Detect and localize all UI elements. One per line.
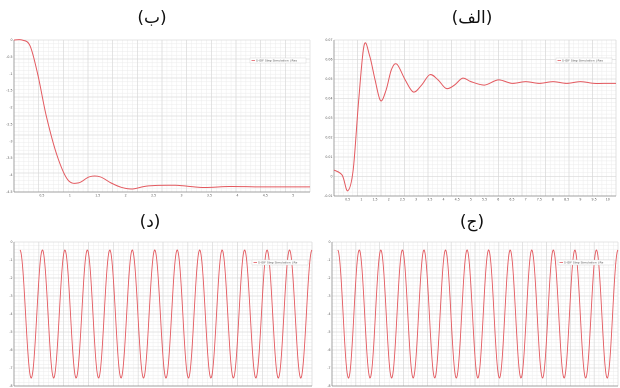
x-tick-label: 1 [360, 198, 362, 202]
y-tick-label: 0.05 [325, 77, 332, 81]
x-tick-label: 2.5 [151, 194, 156, 198]
x-tick-label: 5 [470, 198, 472, 202]
y-tick-label: -7 [327, 366, 330, 370]
legend-label: S-IDF Step Simulation | Re [564, 261, 603, 265]
y-tick-label: 0 [328, 240, 330, 244]
y-tick-label: 0.02 [325, 136, 332, 140]
series-line [19, 249, 313, 379]
x-tick-label: 3 [415, 198, 417, 202]
y-tick-label: -4 [9, 173, 12, 177]
y-tick-label: -2.5 [6, 122, 12, 126]
y-tick-label: 0 [330, 175, 332, 179]
x-tick-label: 3.5 [427, 198, 432, 202]
y-tick-label: -8 [9, 384, 12, 388]
grid [333, 39, 617, 197]
x-tick-label: 9 [579, 198, 581, 202]
legend: S-IDF Step Simulation | Res [555, 57, 613, 64]
x-tick-label: 7 [525, 198, 527, 202]
chart-panel-alef: 0.07 0.06 0.05 0.04 0.03 0.02 0.01 0 -0.01 0.5 1 1.… [324, 38, 617, 202]
x-tick-label: 8 [552, 198, 554, 202]
legend: S-IDF Step Simulation | Re [251, 259, 309, 266]
series-line [337, 249, 619, 379]
legend-label: S-IDF Step Simulation | Res [562, 59, 603, 63]
y-tick-label: -3.5 [6, 156, 12, 160]
chart-panel-be: 0 -0.5 -1 -1.5 -2 -2.5 -3 -3.5 -4 -4.5 0.5 1 1.5 2 2.5… [6, 38, 311, 198]
y-tick-label: -2 [327, 276, 330, 280]
x-tick-label: 2 [125, 194, 127, 198]
y-tick-label: -0.01 [324, 194, 332, 198]
x-tick-label: 7.5 [537, 198, 542, 202]
y-tick-label: -6 [327, 348, 330, 352]
y-tick-label: -6 [9, 348, 12, 352]
chart-panel-jim: 0 -1 -2 -3 -4 -5 -6 -7 -8 S-IDF Step Simulation |… [327, 240, 619, 388]
y-tick-label: -2 [9, 106, 12, 110]
y-tick-label: -0.5 [6, 55, 12, 59]
y-tick-label: -3 [327, 294, 330, 298]
y-tick-label: -1 [9, 258, 12, 262]
x-tick-label: 10 [606, 198, 610, 202]
caption-dal: (د) [139, 212, 161, 232]
x-tick-label: 4 [236, 194, 238, 198]
x-tick-label: 1 [69, 194, 71, 198]
y-tick-label: -4 [327, 312, 330, 316]
y-tick-label: -2 [9, 276, 12, 280]
grid [13, 241, 313, 387]
x-tick-label: 6.5 [509, 198, 514, 202]
y-tick-label: -8 [327, 384, 330, 388]
chart-panel-dal: 0 -1 -2 -3 -4 -5 -6 -7 -8 S-IDF Step Simulation |… [9, 240, 313, 388]
x-tick-label: 1.5 [373, 198, 378, 202]
x-tick-label: 1.5 [95, 194, 100, 198]
x-tick-label: 4 [442, 198, 444, 202]
x-tick-label: 5.5 [482, 198, 487, 202]
series-line [13, 39, 310, 190]
x-tick-label: 6 [497, 198, 499, 202]
x-tick-label: 5 [292, 194, 294, 198]
y-tick-label: 0.03 [325, 116, 332, 120]
legend-label: S-IDF Step Simulation | Re [258, 261, 297, 265]
y-tick-label: -1.5 [6, 89, 12, 93]
y-tick-label: 0.01 [325, 155, 332, 159]
x-tick-label: 8.5 [564, 198, 569, 202]
y-tick-label: -1 [9, 72, 12, 76]
caption-jim: (ج) [459, 212, 485, 232]
y-tick-label: -3 [9, 294, 12, 298]
x-tick-label: 4.5 [455, 198, 460, 202]
x-tick-label: 3.5 [207, 194, 212, 198]
legend: S-IDF Step Simulation | Res [249, 57, 307, 64]
y-tick-label: -7 [9, 366, 12, 370]
y-tick-label: 0.06 [325, 58, 332, 62]
y-tick-label: 0.04 [325, 97, 332, 101]
y-tick-label: -1 [327, 258, 330, 262]
y-tick-label: 0.07 [325, 38, 332, 42]
caption-be: (ب) [137, 8, 167, 28]
y-tick-label: 0 [10, 38, 12, 42]
x-tick-label: 9.5 [592, 198, 597, 202]
caption-alef: (الف) [451, 8, 493, 28]
x-tick-label: 3 [181, 194, 183, 198]
y-tick-label: -4.5 [6, 190, 12, 194]
y-tick-label: -3 [9, 139, 12, 143]
legend: S-IDF Step Simulation | Re [557, 259, 615, 266]
y-tick-label: -5 [327, 330, 330, 334]
x-tick-label: 2 [388, 198, 390, 202]
y-tick-label: 0 [10, 240, 12, 244]
series-line [333, 42, 616, 192]
legend-label: S-IDF Step Simulation | Res [256, 59, 297, 63]
x-tick-label: 4.5 [263, 194, 268, 198]
y-tick-label: -5 [9, 330, 12, 334]
x-tick-label: 0.5 [345, 198, 350, 202]
x-tick-label: 0.5 [39, 194, 44, 198]
y-tick-label: -4 [9, 312, 12, 316]
x-tick-label: 2.5 [400, 198, 405, 202]
